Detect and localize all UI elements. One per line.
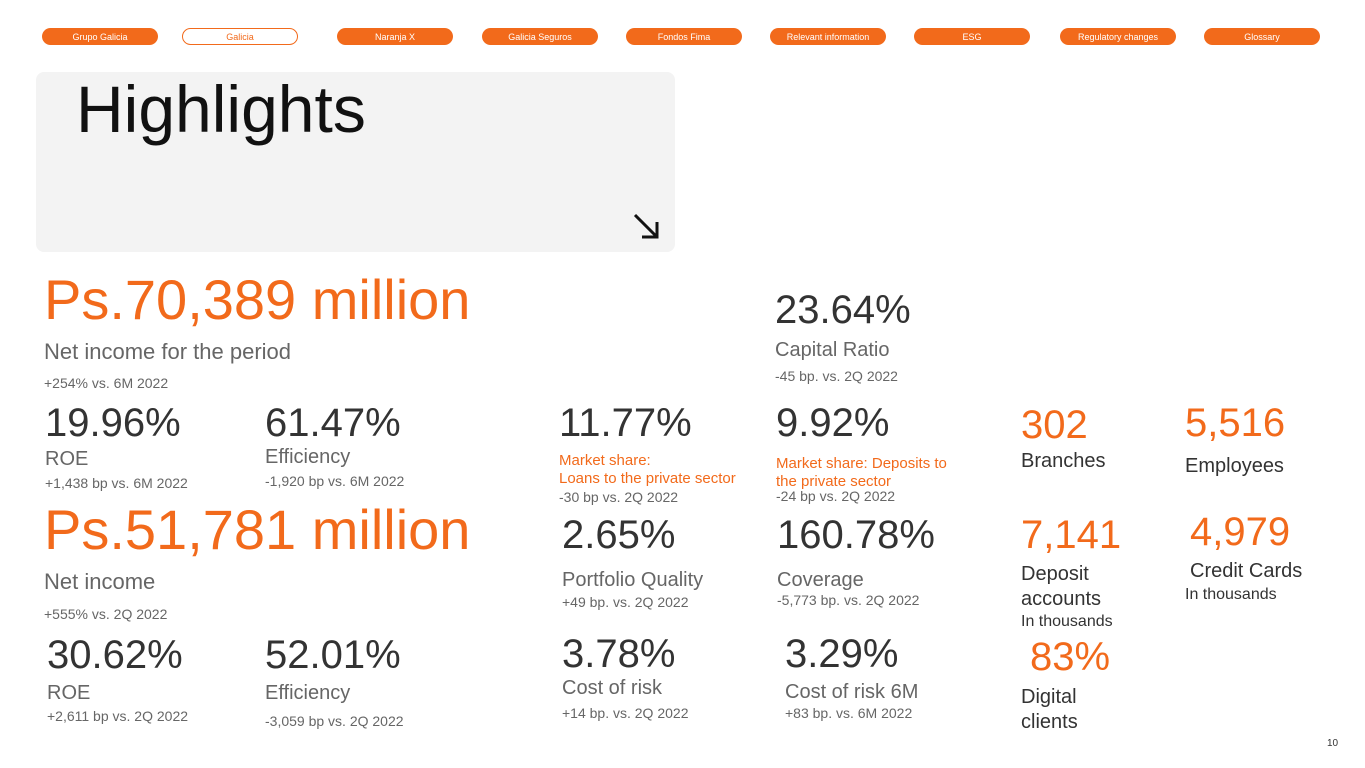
- metric-label: Net income for the period: [44, 339, 292, 364]
- metric-change: +49 bp. vs. 2Q 2022: [562, 594, 689, 610]
- metric-change: +1,438 bp vs. 6M 2022: [45, 475, 188, 491]
- metric-value: 83%: [1030, 635, 1111, 679]
- metric-label: Coverage: [777, 569, 864, 591]
- metric-label: Net income: [44, 569, 156, 594]
- metric-value: 3.78%: [562, 632, 676, 676]
- metric-note: In thousands: [1021, 613, 1113, 630]
- metric-label: Cost of risk: [562, 677, 663, 699]
- metric-change: +83 bp. vs. 6M 2022: [785, 705, 913, 721]
- metric-label: clients: [1021, 711, 1078, 733]
- metric-value: 3.29%: [785, 632, 899, 676]
- metric-value: 61.47%: [265, 401, 401, 445]
- metric-change: -24 bp vs. 2Q 2022: [776, 488, 896, 504]
- metric-value: 2.65%: [562, 513, 676, 557]
- metric-change: -5,773 bp. vs. 2Q 2022: [777, 592, 920, 608]
- metric-value: Ps.70,389 million: [44, 268, 471, 331]
- metric-label: accounts: [1021, 588, 1102, 610]
- metric-value: 23.64%: [775, 288, 911, 332]
- metric-label: Branches: [1021, 450, 1106, 472]
- metric-value: 160.78%: [777, 513, 935, 557]
- metric-value: Ps.51,781 million: [44, 498, 471, 561]
- metric-label: Portfolio Quality: [562, 569, 704, 591]
- page-number: 10: [1327, 738, 1339, 749]
- metric-value: 30.62%: [47, 633, 183, 677]
- metric-change: +254% vs. 6M 2022: [44, 375, 169, 391]
- metric-label: Credit Cards: [1190, 560, 1303, 582]
- metric-label: the private sector: [776, 472, 892, 490]
- metric-change: +555% vs. 2Q 2022: [44, 606, 168, 622]
- metric-label: Digital: [1021, 686, 1077, 708]
- metric-label: Market share: Deposits to: [776, 454, 947, 472]
- header-panel: Highlights: [36, 72, 675, 252]
- metric-value: 4,979: [1190, 510, 1291, 554]
- metric-value: 11.77%: [559, 401, 692, 445]
- metric-change: +14 bp. vs. 2Q 2022: [562, 705, 689, 721]
- metric-change: -30 bp vs. 2Q 2022: [559, 489, 679, 505]
- metric-label: Market share:: [559, 451, 651, 469]
- metric-value: 5,516: [1185, 401, 1286, 445]
- metric-label: Capital Ratio: [775, 339, 890, 361]
- nav-button[interactable]: Naranja X: [337, 28, 453, 45]
- metric-label: ROE: [47, 682, 91, 704]
- metric-value: 52.01%: [265, 633, 401, 677]
- nav-button[interactable]: Galicia Seguros: [482, 28, 598, 45]
- metric-change: -45 bp. vs. 2Q 2022: [775, 368, 898, 384]
- arrow-icon: [633, 213, 659, 239]
- nav-button[interactable]: Grupo Galicia: [42, 28, 158, 45]
- metric-label: Deposit: [1021, 563, 1089, 585]
- nav-button[interactable]: Regulatory changes: [1060, 28, 1176, 45]
- metric-label: Loans to the private sector: [559, 469, 736, 487]
- nav-button[interactable]: ESG: [914, 28, 1030, 45]
- metric-change: -3,059 bp vs. 2Q 2022: [265, 713, 404, 729]
- metric-label: Employees: [1185, 455, 1284, 477]
- metric-value: 302: [1021, 403, 1088, 447]
- metric-label: Cost of risk 6M: [785, 681, 919, 703]
- metric-value: 7,141: [1021, 513, 1122, 557]
- metric-label: Efficiency: [265, 446, 351, 468]
- nav-button[interactable]: Glossary: [1204, 28, 1320, 45]
- metric-label: ROE: [45, 448, 89, 470]
- nav-button[interactable]: Galicia: [182, 28, 298, 45]
- metric-value: 9.92%: [776, 401, 890, 445]
- metric-change: +2,611 bp vs. 2Q 2022: [47, 708, 189, 724]
- nav-button[interactable]: Fondos Fima: [626, 28, 742, 45]
- title: Highlights: [76, 72, 366, 146]
- nav-button[interactable]: Relevant information: [770, 28, 886, 45]
- metric-note: In thousands: [1185, 586, 1277, 603]
- metric-label: Efficiency: [265, 682, 351, 704]
- metric-value: 19.96%: [45, 401, 181, 445]
- metric-change: -1,920 bp vs. 6M 2022: [265, 473, 405, 489]
